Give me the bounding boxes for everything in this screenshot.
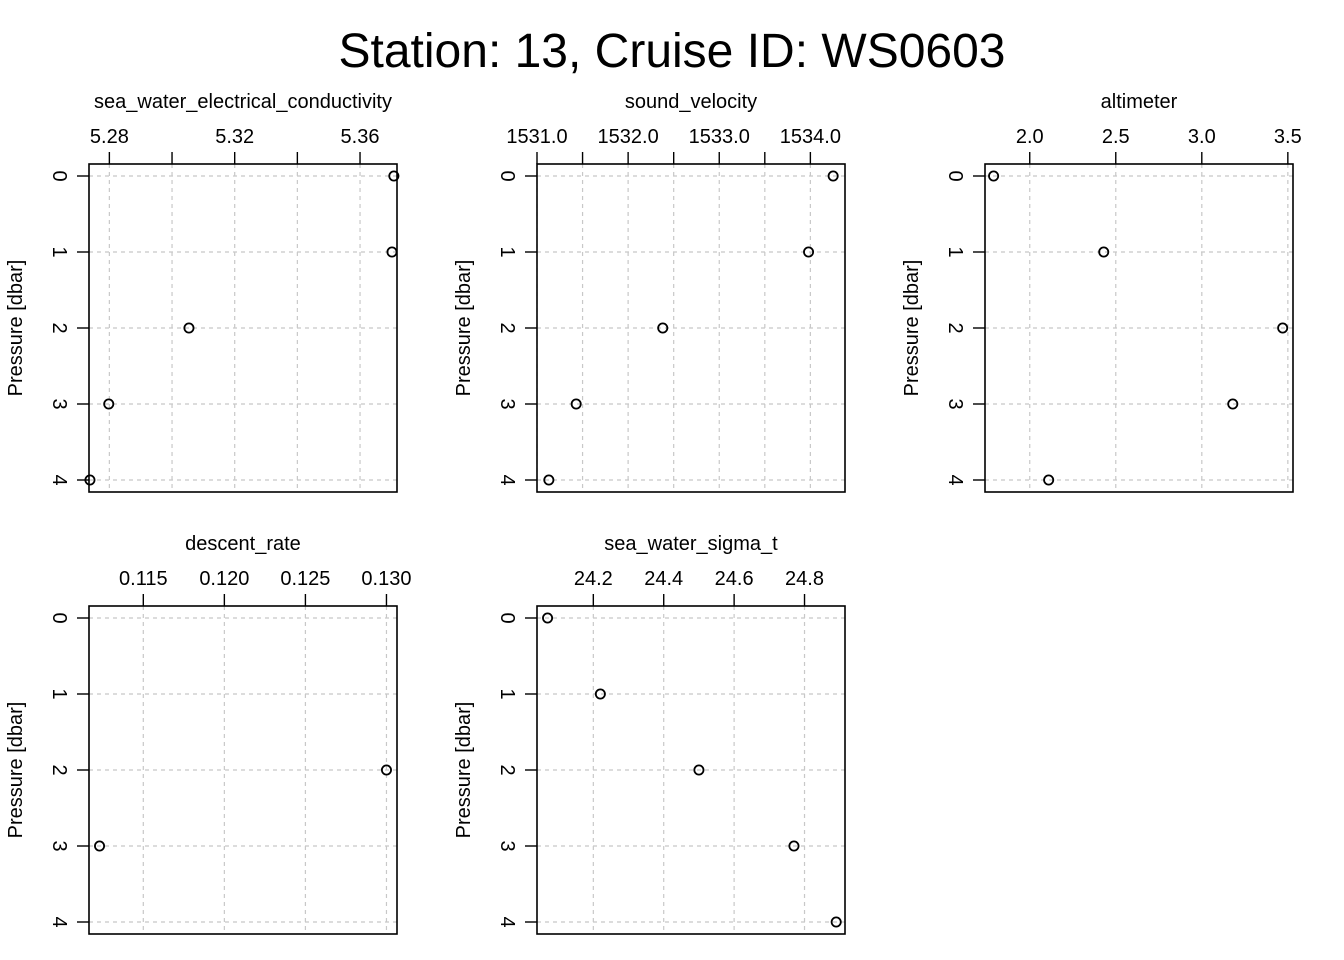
panel-title: descent_rate xyxy=(185,533,301,555)
panel-sound_velocity: 1531.0 1532.0 1533.0 1534.0 0 1 2 3 4 sound_veloc… xyxy=(453,91,846,493)
y-tick-label: 2 xyxy=(496,764,518,775)
panel-title: sea_water_electrical_conductivity xyxy=(94,91,392,113)
x-tick-label: 0.120 xyxy=(199,568,249,590)
data-point xyxy=(1098,246,1110,258)
x-tick-label: 1532.0 xyxy=(598,126,659,148)
y-tick-label: 4 xyxy=(944,474,966,485)
x-tick-label: 24.4 xyxy=(644,568,683,590)
data-point xyxy=(788,840,800,852)
y-tick-label: 0 xyxy=(48,612,70,623)
y-tick-label: 3 xyxy=(496,840,518,851)
panel-title: altimeter xyxy=(1101,91,1178,113)
y-axis-label: Pressure [dbar] xyxy=(453,702,475,839)
y-tick-label: 2 xyxy=(944,322,966,333)
x-tick-label: 3.0 xyxy=(1188,126,1216,148)
data-point xyxy=(988,170,1000,182)
y-tick-label: 1 xyxy=(496,688,518,699)
y-tick-label: 1 xyxy=(944,246,966,257)
y-tick-label: 1 xyxy=(48,246,70,257)
y-tick-label: 2 xyxy=(496,322,518,333)
x-tick-label: 0.125 xyxy=(280,568,330,590)
x-tick-label: 1533.0 xyxy=(689,126,750,148)
y-tick-label: 3 xyxy=(496,398,518,409)
y-tick-label: 1 xyxy=(48,688,70,699)
x-tick-label: 5.28 xyxy=(90,126,129,148)
panel-altimeter: 2.0 2.5 3.0 3.5 0 1 2 3 4 altimeter Pressure [dbar… xyxy=(901,91,1302,493)
data-point xyxy=(657,322,669,334)
x-tick-label: 0.130 xyxy=(361,568,411,590)
x-tick-label: 1534.0 xyxy=(780,126,841,148)
panel-title: sound_velocity xyxy=(625,91,757,113)
data-point xyxy=(94,840,106,852)
data-point xyxy=(1043,474,1055,486)
y-tick-label: 4 xyxy=(496,474,518,485)
data-point xyxy=(1277,322,1289,334)
y-tick-label: 4 xyxy=(48,916,70,927)
data-point xyxy=(380,764,392,776)
data-point xyxy=(542,612,554,624)
y-tick-label: 3 xyxy=(48,398,70,409)
x-tick-label: 2.5 xyxy=(1102,126,1130,148)
y-axis-label: Pressure [dbar] xyxy=(901,260,923,397)
y-tick-label: 4 xyxy=(48,474,70,485)
data-point xyxy=(803,246,815,258)
y-tick-label: 4 xyxy=(496,916,518,927)
figure-title: Station: 13, Cruise ID: WS0603 xyxy=(338,25,1006,78)
data-point xyxy=(103,398,115,410)
y-tick-label: 2 xyxy=(48,764,70,775)
y-tick-label: 0 xyxy=(496,612,518,623)
x-tick-label: 3.5 xyxy=(1274,126,1302,148)
data-point xyxy=(827,170,839,182)
y-tick-label: 1 xyxy=(496,246,518,257)
panel-title: sea_water_sigma_t xyxy=(604,533,778,555)
data-point xyxy=(183,322,195,334)
x-tick-label: 24.6 xyxy=(715,568,754,590)
x-tick-label: 24.8 xyxy=(785,568,824,590)
data-point xyxy=(386,246,398,258)
data-point xyxy=(594,688,606,700)
data-point xyxy=(388,170,400,182)
x-tick-label: 5.32 xyxy=(215,126,254,148)
y-tick-label: 2 xyxy=(48,322,70,333)
x-tick-label: 1531.0 xyxy=(506,126,567,148)
panel-descent_rate: 0.115 0.120 0.125 0.130 0 1 2 3 4 descent_rate Pre… xyxy=(5,533,411,935)
data-point xyxy=(693,764,705,776)
data-point xyxy=(830,916,842,928)
y-tick-label: 0 xyxy=(944,170,966,181)
y-tick-label: 0 xyxy=(496,170,518,181)
panel-sea_water_sigma_t: 24.2 24.4 24.6 24.8 0 1 2 3 4 sea_water_sigma_t Pr… xyxy=(453,533,846,935)
data-point xyxy=(543,474,555,486)
panel-sea_water_electrical_conductivity: 5.28 5.32 5.36 0 1 2 3 4 sea_water_electrical_co… xyxy=(5,91,400,493)
y-tick-label: 3 xyxy=(944,398,966,409)
y-axis-label: Pressure [dbar] xyxy=(5,260,27,397)
y-tick-label: 3 xyxy=(48,840,70,851)
y-axis-label: Pressure [dbar] xyxy=(453,260,475,397)
y-axis-label: Pressure [dbar] xyxy=(5,702,27,839)
x-tick-label: 0.115 xyxy=(119,568,168,590)
data-point xyxy=(570,398,582,410)
x-tick-label: 24.2 xyxy=(574,568,613,590)
data-point xyxy=(1227,398,1239,410)
x-tick-label: 2.0 xyxy=(1016,126,1044,148)
x-tick-label: 5.36 xyxy=(341,126,380,148)
y-tick-label: 0 xyxy=(48,170,70,181)
data-point xyxy=(84,474,96,486)
